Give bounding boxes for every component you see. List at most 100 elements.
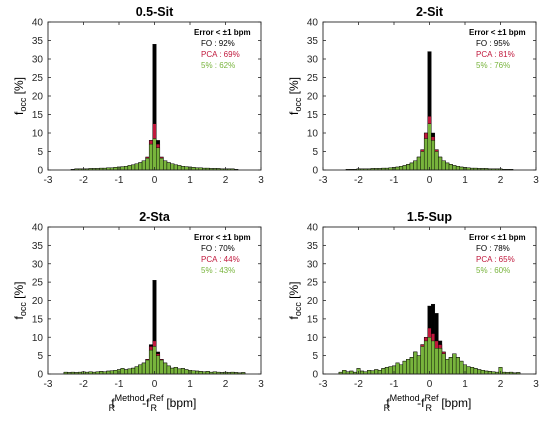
panel-title: 2-Sit: [416, 5, 444, 19]
bar-5pct: [459, 360, 464, 375]
y-tick-label: 35: [32, 36, 44, 47]
bar-5pct: [395, 362, 400, 375]
bar-5pct: [370, 370, 375, 375]
y-tick-label: 15: [32, 314, 44, 325]
bar-5pct: [384, 367, 389, 375]
bar-5pct: [163, 362, 168, 375]
legend-entry-5%: 5% : 60%: [476, 266, 510, 275]
bar-5pct: [184, 369, 189, 375]
x-tick-label: -3: [44, 379, 53, 390]
bar-5pct: [342, 370, 347, 375]
x-tick-label: -1: [390, 175, 399, 186]
x-tick-label: -3: [44, 175, 53, 186]
y-label-unit: [%]: [12, 77, 26, 98]
x-tick-label: 2: [223, 175, 229, 186]
y-tick-label: 40: [307, 18, 319, 29]
x-label-sub2: R: [426, 403, 433, 413]
bar-5pct: [170, 163, 175, 171]
bar-5pct: [416, 355, 421, 375]
y-tick-label: 0: [37, 370, 43, 381]
bar-5pct: [152, 346, 157, 375]
bar-5pct: [177, 165, 182, 171]
y-tick-label: 5: [312, 147, 318, 158]
bar-5pct: [120, 368, 125, 375]
bar-5pct: [127, 368, 132, 375]
y-tick-label: 40: [307, 223, 319, 234]
y-tick-label: 5: [312, 351, 318, 362]
bar-5pct: [406, 164, 411, 171]
bar-5pct: [438, 156, 443, 171]
x-label-sep: -f: [142, 396, 150, 410]
y-tick-label: 0: [312, 370, 318, 381]
bar-5pct: [402, 360, 407, 375]
x-tick-label: -2: [79, 379, 88, 390]
legend-header: Error < ±1 bpm: [469, 233, 526, 242]
bar-5pct: [374, 369, 379, 375]
x-tick-label: 2: [498, 379, 504, 390]
y-tick-label: 25: [32, 73, 44, 84]
x-tick-label: 2: [498, 175, 504, 186]
bar-5pct: [159, 157, 164, 171]
y-tick-label: 10: [32, 129, 44, 140]
bar-5pct: [441, 160, 446, 171]
x-label-sub1: R: [109, 403, 116, 413]
y-tick-label: 15: [307, 314, 319, 325]
y-label-sub: occ: [18, 97, 28, 112]
bar-5pct: [402, 165, 407, 171]
legend-entry-5%: 5% : 43%: [201, 266, 235, 275]
panel-title: 1.5-Sup: [407, 210, 453, 224]
x-tick-label: -2: [79, 175, 88, 186]
bar-5pct: [399, 364, 404, 375]
bar-5pct: [141, 160, 146, 171]
y-tick-label: 15: [32, 110, 44, 121]
bar-5pct: [452, 353, 457, 375]
bar-5pct: [124, 166, 129, 171]
bar-5pct: [438, 348, 443, 375]
bar-5pct: [131, 367, 136, 375]
bar-5pct: [441, 353, 446, 375]
bar-5pct: [452, 165, 457, 171]
bar-5pct: [138, 162, 143, 171]
y-tick-label: 20: [307, 92, 319, 103]
y-label-base: f: [12, 111, 26, 115]
bar-5pct: [448, 357, 453, 375]
x-label-unit: [bpm]: [438, 396, 471, 410]
y-label-sub: occ: [293, 302, 303, 317]
bar-5pct: [173, 164, 178, 171]
x-label-base: f: [111, 396, 115, 410]
bar-5pct: [377, 370, 382, 375]
y-label-base: f: [12, 316, 26, 320]
x-tick-label: 0: [152, 175, 158, 186]
x-tick-label: 3: [533, 175, 539, 186]
y-label-sub: occ: [293, 97, 303, 112]
x-tick-label: 3: [258, 175, 264, 186]
bar-5pct: [127, 165, 132, 171]
bar-5pct: [163, 160, 168, 171]
x-tick-label: 1: [187, 175, 193, 186]
y-tick-label: 30: [32, 55, 44, 66]
bar-5pct: [180, 166, 185, 171]
x-label-base: f: [386, 396, 390, 410]
bar-5pct: [131, 164, 136, 171]
x-tick-label: 0: [152, 379, 158, 390]
bar-5pct: [413, 351, 418, 375]
bar-5pct: [166, 162, 171, 171]
x-label-unit: [bpm]: [163, 396, 196, 410]
bar-5pct: [184, 166, 189, 171]
y-tick-label: 0: [37, 166, 43, 177]
bar-5pct: [367, 370, 372, 375]
y-tick-label: 20: [32, 296, 44, 307]
y-tick-label: 35: [307, 36, 319, 47]
bar-5pct: [399, 166, 404, 171]
legend-entry-FO: FO : 95%: [476, 39, 510, 48]
panel-title: 2-Sta: [139, 210, 171, 224]
bar-5pct: [420, 151, 425, 171]
x-tick-label: 1: [462, 379, 468, 390]
x-tick-label: -2: [354, 175, 363, 186]
x-axis-label: fMethod R -fRef R [bpm]: [109, 393, 197, 413]
x-tick-label: 1: [187, 379, 193, 390]
x-tick-label: -1: [115, 175, 124, 186]
y-tick-label: 25: [32, 278, 44, 289]
